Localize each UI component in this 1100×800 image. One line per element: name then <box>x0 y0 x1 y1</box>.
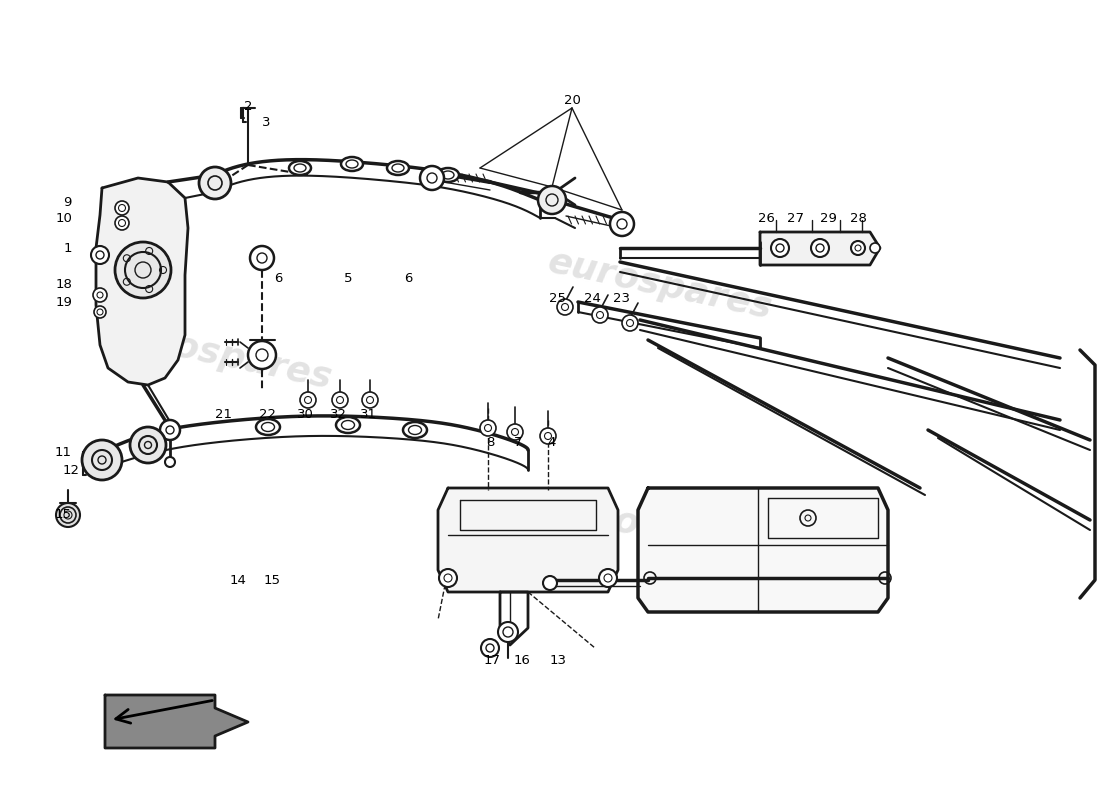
Text: 25: 25 <box>550 291 566 305</box>
Circle shape <box>610 212 634 236</box>
Circle shape <box>771 239 789 257</box>
Circle shape <box>540 428 556 444</box>
Circle shape <box>557 299 573 315</box>
Text: 6: 6 <box>274 271 283 285</box>
Text: 6: 6 <box>404 271 412 285</box>
Circle shape <box>248 341 276 369</box>
Polygon shape <box>96 178 188 385</box>
Text: eurospares: eurospares <box>544 245 776 326</box>
Circle shape <box>165 457 175 467</box>
Circle shape <box>82 440 122 480</box>
Text: 11: 11 <box>55 446 72 458</box>
Text: 7: 7 <box>514 437 522 450</box>
Text: eurospares: eurospares <box>104 314 336 395</box>
Circle shape <box>811 239 829 257</box>
Ellipse shape <box>403 422 427 438</box>
Circle shape <box>300 392 316 408</box>
Circle shape <box>116 242 170 298</box>
Text: 29: 29 <box>820 211 836 225</box>
Circle shape <box>600 569 617 587</box>
Circle shape <box>592 307 608 323</box>
Circle shape <box>507 424 522 440</box>
Text: 28: 28 <box>849 211 867 225</box>
Text: 8: 8 <box>486 437 494 450</box>
Circle shape <box>250 246 274 270</box>
Text: 16: 16 <box>514 654 530 666</box>
Circle shape <box>420 166 444 190</box>
Text: eurospares: eurospares <box>544 490 776 570</box>
Ellipse shape <box>336 417 360 433</box>
Circle shape <box>94 306 106 318</box>
Circle shape <box>91 246 109 264</box>
Text: 30: 30 <box>297 409 313 422</box>
Text: 12: 12 <box>63 463 80 477</box>
Circle shape <box>94 288 107 302</box>
Text: 23: 23 <box>614 291 630 305</box>
Circle shape <box>498 622 518 642</box>
Circle shape <box>481 639 499 657</box>
Circle shape <box>56 503 80 527</box>
Polygon shape <box>760 232 880 265</box>
Text: 3: 3 <box>262 115 271 129</box>
Text: 5: 5 <box>343 271 352 285</box>
Text: 14: 14 <box>230 574 246 586</box>
Polygon shape <box>104 695 248 748</box>
Circle shape <box>538 186 566 214</box>
Text: 32: 32 <box>330 409 346 422</box>
Circle shape <box>439 569 456 587</box>
Circle shape <box>621 315 638 331</box>
Circle shape <box>130 427 166 463</box>
Polygon shape <box>438 488 618 592</box>
Text: 18: 18 <box>55 278 72 291</box>
Circle shape <box>870 243 880 253</box>
Text: 4: 4 <box>548 437 557 450</box>
Text: 31: 31 <box>360 409 376 422</box>
Ellipse shape <box>256 419 280 435</box>
Circle shape <box>160 420 180 440</box>
Text: 21: 21 <box>216 409 232 422</box>
Text: 27: 27 <box>788 211 804 225</box>
Polygon shape <box>638 488 888 612</box>
Text: 22: 22 <box>260 409 276 422</box>
Text: 24: 24 <box>584 291 601 305</box>
Text: 2: 2 <box>244 101 252 114</box>
Text: 9: 9 <box>64 195 72 209</box>
Text: 26: 26 <box>758 211 774 225</box>
Ellipse shape <box>289 161 311 175</box>
Circle shape <box>199 167 231 199</box>
Ellipse shape <box>437 168 459 182</box>
Circle shape <box>851 241 865 255</box>
Text: 1: 1 <box>64 242 72 254</box>
Ellipse shape <box>341 157 363 171</box>
Text: 20: 20 <box>563 94 581 106</box>
Circle shape <box>332 392 348 408</box>
Text: 15: 15 <box>264 574 280 586</box>
Circle shape <box>480 420 496 436</box>
Text: 10: 10 <box>55 211 72 225</box>
Text: 15: 15 <box>55 509 72 522</box>
Text: 19: 19 <box>55 295 72 309</box>
Circle shape <box>116 201 129 215</box>
Text: 17: 17 <box>484 654 500 666</box>
Ellipse shape <box>387 161 409 175</box>
Text: 13: 13 <box>550 654 566 666</box>
Circle shape <box>543 576 557 590</box>
Circle shape <box>116 216 129 230</box>
Circle shape <box>362 392 378 408</box>
